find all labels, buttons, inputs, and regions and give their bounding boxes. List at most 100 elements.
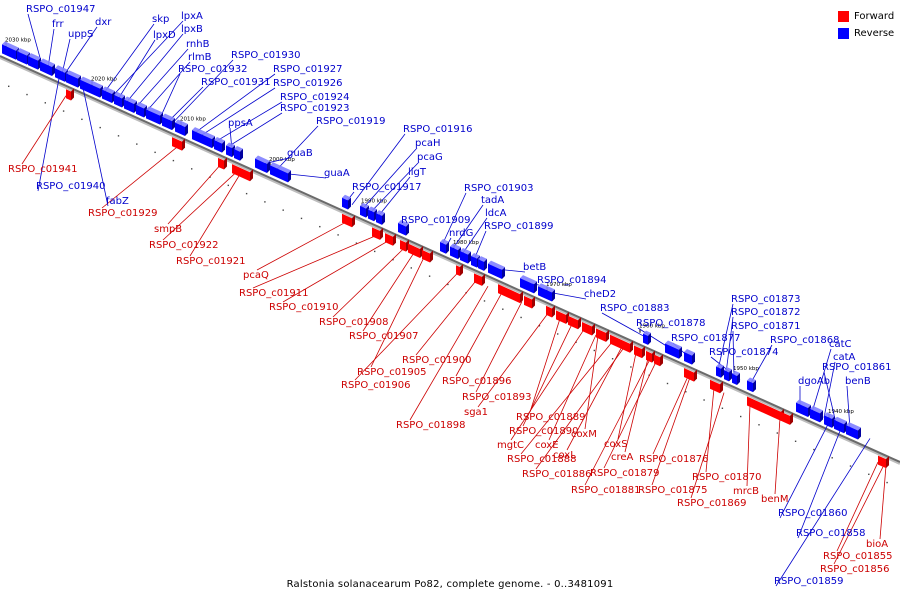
reverse-gene-block[interactable] xyxy=(40,58,55,76)
gene-label-rspo-c01927[interactable]: RSPO_c01927 xyxy=(273,64,343,75)
gene-label-coxm[interactable]: coxM xyxy=(571,429,597,440)
gene-label-pcag[interactable]: pcaG xyxy=(417,152,443,163)
gene-label-rspo-c01878[interactable]: RSPO_c01878 xyxy=(636,318,706,329)
reverse-gene-block[interactable] xyxy=(732,370,740,385)
gene-label-rspo-c01947[interactable]: RSPO_c01947 xyxy=(26,4,96,15)
gene-label-rspo-c01930[interactable]: RSPO_c01930 xyxy=(231,50,301,61)
gene-label-rspo-c01922[interactable]: RSPO_c01922 xyxy=(149,240,219,251)
gene-label-rspo-c01889[interactable]: RSPO_c01889 xyxy=(516,412,586,423)
gene-label-rspo-c01921[interactable]: RSPO_c01921 xyxy=(176,256,246,267)
gene-label-dxr[interactable]: dxr xyxy=(95,17,112,28)
gene-label-ppsa[interactable]: ppsA xyxy=(228,118,253,129)
forward-gene-block[interactable] xyxy=(568,313,581,330)
forward-gene-block[interactable] xyxy=(498,281,523,304)
gene-label-crea[interactable]: creA xyxy=(611,452,634,463)
gene-label-rspo-c01879[interactable]: RSPO_c01879 xyxy=(590,468,660,479)
forward-gene-block[interactable] xyxy=(408,241,423,258)
gene-label-coxe[interactable]: coxE xyxy=(535,440,559,451)
forward-gene-block[interactable] xyxy=(400,237,409,252)
gene-label-rspo-c01931[interactable]: RSPO_c01931 xyxy=(201,77,271,88)
gene-label-ched2[interactable]: cheD2 xyxy=(584,289,616,300)
reverse-gene-block[interactable] xyxy=(538,283,555,302)
reverse-gene-block[interactable] xyxy=(214,137,225,153)
gene-label-rspo-c01890[interactable]: RSPO_c01890 xyxy=(509,426,579,437)
gene-label-rspo-c01923[interactable]: RSPO_c01923 xyxy=(280,103,350,114)
gene-label-rspo-c01888[interactable]: RSPO_c01888 xyxy=(507,454,577,465)
gene-label-smpb[interactable]: smpB xyxy=(154,224,182,235)
gene-label-rspo-c01877[interactable]: RSPO_c01877 xyxy=(671,333,741,344)
gene-label-rspo-c01856[interactable]: RSPO_c01856 xyxy=(820,564,890,575)
reverse-gene-block[interactable] xyxy=(376,210,385,225)
reverse-gene-block[interactable] xyxy=(66,70,81,88)
gene-label-rspo-c01932[interactable]: RSPO_c01932 xyxy=(178,64,248,75)
gene-label-coxs[interactable]: coxS xyxy=(604,439,628,450)
gene-label-rspo-c01919[interactable]: RSPO_c01919 xyxy=(316,116,386,127)
forward-gene-block[interactable] xyxy=(385,230,396,246)
reverse-gene-block[interactable] xyxy=(440,238,449,254)
reverse-gene-block[interactable] xyxy=(460,248,471,264)
gene-label-rspo-c01909[interactable]: RSPO_c01909 xyxy=(401,215,471,226)
gene-label-rspo-c01926[interactable]: RSPO_c01926 xyxy=(273,78,343,89)
gene-label-lpxd[interactable]: lpxD xyxy=(153,30,176,41)
reverse-gene-block[interactable] xyxy=(162,113,175,131)
reverse-gene-block[interactable] xyxy=(450,243,461,260)
forward-gene-block[interactable] xyxy=(780,408,793,425)
forward-gene-block[interactable] xyxy=(556,307,569,324)
gene-label-rspo-c01916[interactable]: RSPO_c01916 xyxy=(403,124,473,135)
gene-label-rspo-c01900[interactable]: RSPO_c01900 xyxy=(402,355,472,366)
reverse-gene-block[interactable] xyxy=(478,256,487,271)
gene-label-dgoab[interactable]: dgoAb xyxy=(798,376,830,387)
gene-label-rspo-c01940[interactable]: RSPO_c01940 xyxy=(36,181,106,192)
reverse-gene-block[interactable] xyxy=(368,206,377,222)
reverse-gene-block[interactable] xyxy=(226,142,235,158)
gene-label-mgtc[interactable]: mgtC xyxy=(497,440,524,451)
gene-label-catc[interactable]: catC xyxy=(829,339,852,350)
reverse-gene-block[interactable] xyxy=(80,76,103,98)
reverse-gene-block[interactable] xyxy=(175,119,188,136)
reverse-gene-block[interactable] xyxy=(810,405,823,423)
gene-label-frr[interactable]: frr xyxy=(52,19,64,30)
gene-label-rspo-c01860[interactable]: RSPO_c01860 xyxy=(778,508,848,519)
gene-label-rspo-c01875[interactable]: RSPO_c01875 xyxy=(638,485,708,496)
reverse-gene-block[interactable] xyxy=(643,330,651,345)
gene-label-benb[interactable]: benB xyxy=(845,376,871,387)
gene-label-rspo-c01876[interactable]: RSPO_c01876 xyxy=(639,454,709,465)
gene-label-rspo-c01917[interactable]: RSPO_c01917 xyxy=(352,182,422,193)
gene-label-pcah[interactable]: pcaH xyxy=(415,138,441,149)
gene-label-upps[interactable]: uppS xyxy=(68,29,93,40)
gene-label-coxl[interactable]: coxL xyxy=(553,450,576,461)
gene-label-rspo-c01861[interactable]: RSPO_c01861 xyxy=(822,362,892,373)
reverse-gene-block[interactable] xyxy=(255,155,270,173)
forward-gene-block[interactable] xyxy=(546,303,555,318)
gene-label-rspo-c01905[interactable]: RSPO_c01905 xyxy=(357,367,427,378)
gene-label-betb[interactable]: betB xyxy=(523,262,546,273)
gene-label-rspo-c01911[interactable]: RSPO_c01911 xyxy=(239,288,309,299)
reverse-gene-block[interactable] xyxy=(192,127,215,149)
forward-gene-block[interactable] xyxy=(684,365,697,382)
gene-label-sga1[interactable]: sga1 xyxy=(464,407,488,418)
reverse-gene-block[interactable] xyxy=(114,91,125,108)
gene-label-nrdg[interactable]: nrdG xyxy=(449,228,473,239)
forward-gene-block[interactable] xyxy=(372,224,383,240)
gene-label-cata[interactable]: catA xyxy=(833,352,856,363)
gene-label-pcaq[interactable]: pcaQ xyxy=(243,270,269,281)
reverse-gene-block[interactable] xyxy=(136,101,147,118)
reverse-gene-block[interactable] xyxy=(520,275,537,294)
gene-label-bioa[interactable]: bioA xyxy=(866,539,888,550)
reverse-gene-block[interactable] xyxy=(665,340,682,359)
gene-label-fabz[interactable]: fabZ xyxy=(106,196,129,207)
forward-gene-block[interactable] xyxy=(422,247,433,263)
gene-label-rspo-c01881[interactable]: RSPO_c01881 xyxy=(571,485,641,496)
forward-gene-block[interactable] xyxy=(747,393,784,421)
gene-label-rspo-c01929[interactable]: RSPO_c01929 xyxy=(88,208,158,219)
forward-gene-block[interactable] xyxy=(878,453,889,469)
forward-gene-block[interactable] xyxy=(172,134,185,151)
gene-label-ldca[interactable]: ldcA xyxy=(485,208,507,219)
gene-label-rlmb[interactable]: rlmB xyxy=(188,52,212,63)
gene-label-rspo-c01874[interactable]: RSPO_c01874 xyxy=(709,347,779,358)
reverse-gene-block[interactable] xyxy=(124,96,137,113)
gene-label-rspo-c01910[interactable]: RSPO_c01910 xyxy=(269,302,339,313)
forward-gene-block[interactable] xyxy=(524,293,535,309)
forward-gene-block[interactable] xyxy=(456,262,463,277)
forward-gene-block[interactable] xyxy=(610,332,633,353)
